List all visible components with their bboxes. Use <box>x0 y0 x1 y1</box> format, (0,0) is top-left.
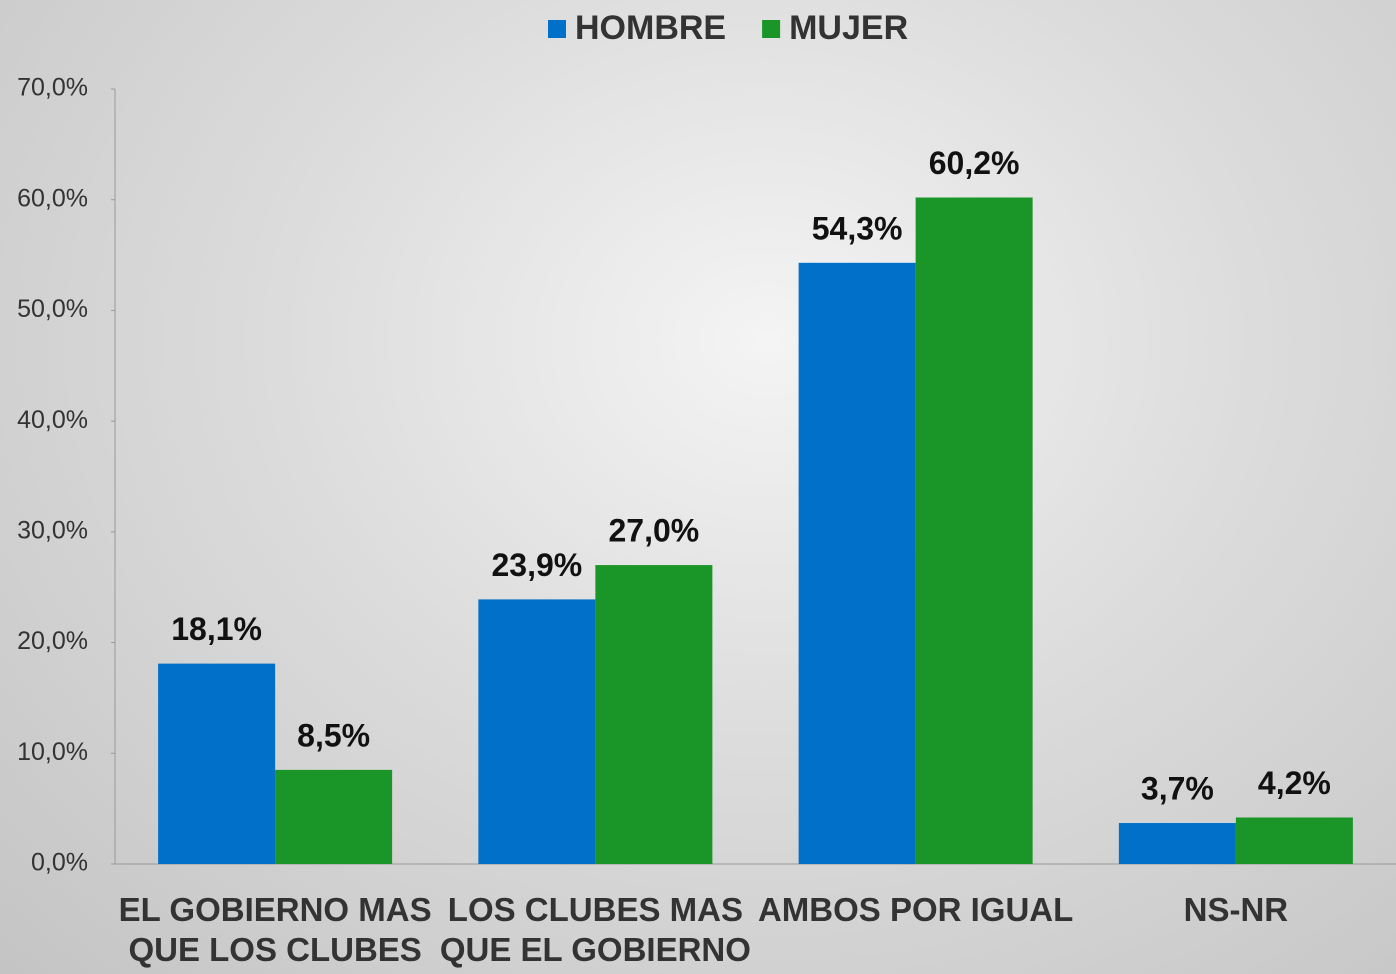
y-tick-label: 30,0% <box>17 516 88 544</box>
x-tick-label: EL GOBIERNO MAS QUE LOS CLUBES <box>118 891 432 968</box>
y-tick-label: 60,0% <box>17 184 88 212</box>
value-label: 54,3% <box>812 210 903 246</box>
value-label: 18,1% <box>171 611 262 647</box>
legend-swatch <box>548 20 566 38</box>
value-label: 60,2% <box>929 145 1020 181</box>
bar <box>1235 817 1353 864</box>
legend-label: MUJER <box>789 9 908 47</box>
x-tick-label: LOS CLUBES MAS QUE EL GOBIERNO <box>439 891 751 968</box>
y-tick-label: 70,0% <box>17 74 88 102</box>
bar <box>158 663 276 864</box>
bar <box>595 565 713 864</box>
bar <box>915 197 1033 864</box>
value-label: 4,2% <box>1258 765 1331 801</box>
y-tick-label: 10,0% <box>17 738 88 766</box>
bar <box>1118 823 1236 864</box>
value-label: 3,7% <box>1141 770 1214 806</box>
value-label: 8,5% <box>297 717 370 753</box>
legend-label: HOMBRE <box>575 9 726 47</box>
legend-swatch <box>762 20 781 38</box>
y-tick-label: 50,0% <box>17 295 88 323</box>
x-tick-label: AMBOS POR IGUAL <box>757 891 1074 928</box>
y-tick-label: 20,0% <box>17 627 88 655</box>
bar <box>478 599 596 864</box>
value-label: 27,0% <box>609 513 700 549</box>
y-tick-label: 40,0% <box>17 406 88 434</box>
value-label: 23,9% <box>492 547 583 583</box>
bar <box>275 769 393 864</box>
x-tick-label: NS-NR <box>1183 891 1289 928</box>
y-tick-label: 0,0% <box>31 849 88 877</box>
bar <box>798 262 916 865</box>
